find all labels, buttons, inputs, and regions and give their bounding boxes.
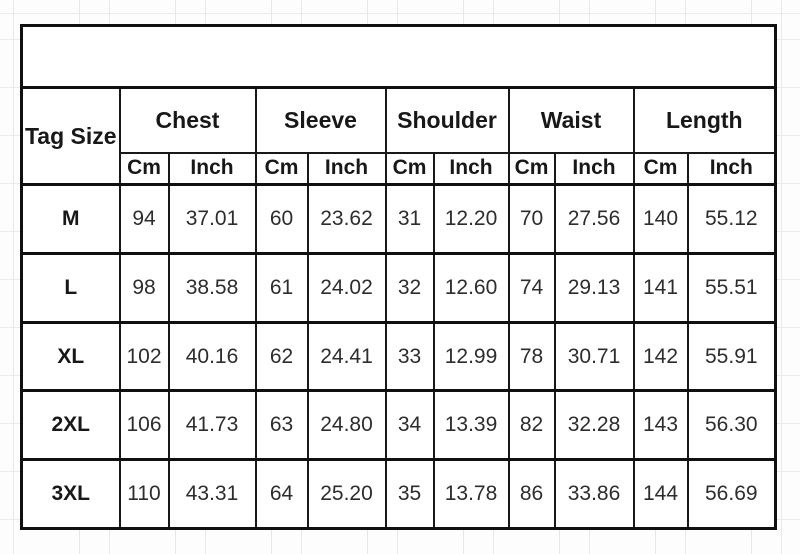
- value-cell: 33: [384, 320, 435, 392]
- value-cell: 24.41: [306, 320, 387, 392]
- unit-header-inch: Inch: [432, 151, 510, 187]
- value-cell: 102: [118, 320, 170, 392]
- value-cell: 74: [507, 252, 556, 324]
- value-cell: 23.62: [306, 183, 387, 255]
- size-label: XL: [20, 320, 121, 392]
- value-cell: 41.73: [167, 389, 257, 461]
- value-cell: 55.91: [686, 320, 777, 392]
- value-cell: 13.39: [432, 389, 510, 461]
- value-cell: 29.13: [553, 252, 635, 324]
- value-cell: 110: [118, 458, 170, 530]
- value-cell: 70: [507, 183, 556, 255]
- value-cell: 37.01: [167, 183, 257, 255]
- value-cell: 106: [118, 389, 170, 461]
- value-cell: 27.56: [553, 183, 635, 255]
- group-header-waist: Waist: [507, 86, 635, 154]
- value-cell: 55.51: [686, 252, 777, 324]
- unit-header-row: Cm Inch Cm Inch Cm Inch Cm Inch Cm Inch: [22, 151, 777, 187]
- value-cell: 94: [118, 183, 170, 255]
- value-cell: 33.86: [553, 458, 635, 530]
- tag-size-header: Tag Size: [20, 86, 121, 186]
- value-cell: 40.16: [167, 320, 257, 392]
- unit-header-inch: Inch: [306, 151, 387, 187]
- value-cell: 25.20: [306, 458, 387, 530]
- value-cell: 62: [254, 320, 309, 392]
- value-cell: 13.78: [432, 458, 510, 530]
- value-cell: 60: [254, 183, 309, 255]
- value-cell: 140: [632, 183, 689, 255]
- unit-header-inch: Inch: [553, 151, 635, 187]
- unit-header-cm: Cm: [507, 151, 556, 187]
- group-header-shoulder: Shoulder: [384, 86, 510, 154]
- table-title-row: [20, 24, 777, 90]
- unit-header-inch: Inch: [167, 151, 257, 187]
- value-cell: 56.30: [686, 389, 777, 461]
- group-header-chest: Chest: [118, 86, 257, 154]
- size-label: 2XL: [20, 389, 121, 461]
- value-cell: 30.71: [553, 320, 635, 392]
- value-cell: 63: [254, 389, 309, 461]
- value-cell: 12.20: [432, 183, 510, 255]
- value-cell: 56.69: [686, 458, 777, 530]
- value-cell: 12.60: [432, 252, 510, 324]
- value-cell: 55.12: [686, 183, 777, 255]
- value-cell: 34: [384, 389, 435, 461]
- value-cell: 98: [118, 252, 170, 324]
- size-label: M: [20, 183, 121, 255]
- table-row-l: L 98 38.58 61 24.02 32 12.60 74 29.13 14…: [20, 252, 777, 324]
- table-row-3xl: 3XL 110 43.31 64 25.20 35 13.78 86 33.86…: [20, 458, 777, 530]
- unit-header-cm: Cm: [384, 151, 435, 187]
- value-cell: 82: [507, 389, 556, 461]
- table-row-2xl: 2XL 106 41.73 63 24.80 34 13.39 82 32.28…: [20, 389, 777, 461]
- table-header-row: Tag Size Chest Sleeve Shoulder Waist Len…: [20, 86, 777, 186]
- unit-header-cm: Cm: [118, 151, 170, 187]
- unit-header-cm: Cm: [632, 151, 689, 187]
- value-cell: 144: [632, 458, 689, 530]
- table-title-cell: [20, 24, 777, 90]
- value-cell: 32.28: [553, 389, 635, 461]
- value-cell: 24.80: [306, 389, 387, 461]
- value-cell: 143: [632, 389, 689, 461]
- value-cell: 35: [384, 458, 435, 530]
- size-chart-table: Tag Size Chest Sleeve Shoulder Waist Len…: [20, 24, 778, 530]
- size-label: 3XL: [20, 458, 121, 530]
- value-cell: 141: [632, 252, 689, 324]
- unit-header-cm: Cm: [254, 151, 309, 187]
- size-label: L: [20, 252, 121, 324]
- value-cell: 24.02: [306, 252, 387, 324]
- group-header-sleeve: Sleeve: [254, 86, 387, 154]
- value-cell: 86: [507, 458, 556, 530]
- value-cell: 78: [507, 320, 556, 392]
- table-row-m: M 94 37.01 60 23.62 31 12.20 70 27.56 14…: [20, 183, 777, 255]
- group-header-length: Length: [632, 86, 777, 154]
- value-cell: 32: [384, 252, 435, 324]
- table-row-xl: XL 102 40.16 62 24.41 33 12.99 78 30.71 …: [20, 320, 777, 392]
- unit-header-inch: Inch: [686, 151, 777, 187]
- value-cell: 61: [254, 252, 309, 324]
- value-cell: 31: [384, 183, 435, 255]
- value-cell: 64: [254, 458, 309, 530]
- value-cell: 38.58: [167, 252, 257, 324]
- value-cell: 142: [632, 320, 689, 392]
- value-cell: 43.31: [167, 458, 257, 530]
- value-cell: 12.99: [432, 320, 510, 392]
